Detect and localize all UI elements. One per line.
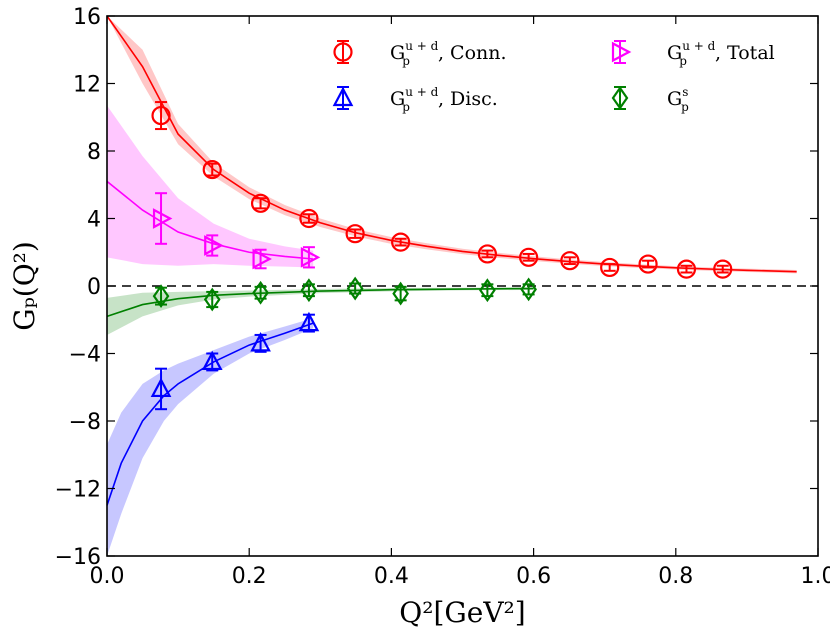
data-point [201,350,223,371]
data-point [204,235,224,256]
y-tick-label: 16 [73,5,101,30]
data-point [250,332,271,352]
data-point [479,278,496,303]
data-point [250,193,271,213]
data-point [392,281,409,306]
y-axis-title: Gₚ(Q²) [8,241,41,331]
fit-band [107,16,797,274]
x-tick-label: 1.0 [801,564,830,589]
fit-curve [106,322,314,506]
y-tick-label: 12 [73,73,101,98]
data-points [150,101,733,411]
legend-marker [611,41,632,63]
data-point [600,257,620,278]
data-point [345,224,365,244]
data-point [519,247,539,267]
fit-curve [106,287,534,318]
fit-bands [107,16,797,556]
data-point [560,251,580,271]
x-tick-label: 0.4 [374,564,409,589]
data-point [520,277,537,302]
data-point [713,259,733,279]
x-tick-label: 0.2 [232,564,267,589]
data-point [202,159,222,180]
y-tick-label: −4 [69,343,101,368]
legend-marker [332,86,354,107]
legend-label: Gs p [667,85,689,114]
legend-marker [333,42,353,62]
fit-band [107,105,314,268]
data-point [299,208,319,229]
fit-band [107,287,534,335]
data-point [346,276,364,301]
legend-marker [611,86,629,110]
y-tick-label: 0 [87,275,101,300]
data-point [676,259,697,279]
axis-ticks: 0.0 0.2 0.4 0.6 0.8 1.0 −16 −12 −8 −4 0 4 8 12 16 [55,5,830,589]
y-tick-label: 8 [87,140,101,165]
data-point [150,377,172,398]
data-point [152,284,170,309]
data-point [252,280,269,305]
y-tick-label: −12 [55,478,101,503]
data-point [252,248,272,270]
y-tick-label: −16 [55,545,101,570]
data-point [152,208,173,229]
y-tick-label: −8 [69,410,101,435]
x-axis-title: Q²[GeV²] [399,596,525,629]
data-point [298,311,320,332]
data-point [391,232,411,252]
fit-band [107,318,314,556]
data-point [203,287,221,312]
y-tick-label: 4 [87,208,101,233]
data-point [477,244,497,264]
x-tick-label: 0.8 [658,564,693,589]
data-point [638,254,658,274]
fit-curve [106,180,314,260]
data-point [151,105,171,126]
x-tick-label: 0.6 [516,564,551,589]
data-point [300,278,318,303]
data-point [300,246,321,268]
x-tick-label: 0.0 [90,564,125,589]
